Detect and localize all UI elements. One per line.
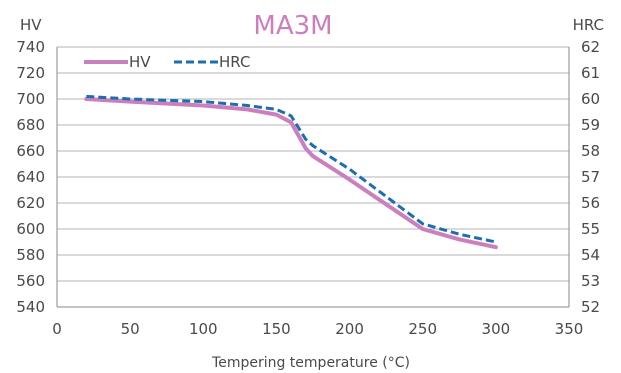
legend-label-hv: HV (129, 53, 151, 71)
y-right-tick-label: 54 (581, 246, 600, 264)
x-axis-label: Tempering temperature (°C) (211, 355, 410, 371)
y-right-tick-label: 55 (581, 220, 600, 238)
gridlines (57, 46, 569, 308)
y-right-tick-label: 62 (581, 38, 600, 56)
x-tick-label: 150 (262, 320, 291, 338)
x-tick-label: 200 (335, 320, 364, 338)
y-right-tick-label: 60 (581, 90, 600, 108)
x-tick-label: 250 (408, 320, 437, 338)
series-line-hrc (86, 94, 497, 244)
y-left-tick-label: 560 (16, 272, 45, 290)
y-right-tick-label: 57 (581, 168, 600, 186)
x-tick-label: 300 (482, 320, 511, 338)
x-tick-label: 50 (121, 320, 140, 338)
legend-label-hrc: HRC (219, 53, 250, 71)
y-left-tick-label: 680 (16, 116, 45, 134)
y-right-tick-label: 56 (581, 194, 600, 212)
y-left-tick-label: 720 (16, 64, 45, 82)
y-left-tick-label: 640 (16, 168, 45, 186)
y-right-tick-label: 61 (581, 64, 600, 82)
x-tick-label: 0 (52, 320, 62, 338)
x-tick-label: 100 (189, 320, 218, 338)
y-left-tick-label: 620 (16, 194, 45, 212)
x-tick-label: 350 (555, 320, 584, 338)
legend: HV HRC (84, 53, 250, 71)
y-right-tick-label: 58 (581, 142, 600, 160)
y-left-tick-label: 540 (16, 298, 45, 316)
right-axis-unit: HRC (573, 16, 604, 34)
y-left-tick-label: 700 (16, 90, 45, 108)
y-left-tick-label: 660 (16, 142, 45, 160)
y-left-tick-label: 580 (16, 246, 45, 264)
y-right-tick-label: 59 (581, 116, 600, 134)
y-right-tick-label: 52 (581, 298, 600, 316)
axes: 5405605806006206406606807007207405253545… (16, 38, 600, 338)
left-axis-unit: HV (20, 16, 42, 34)
y-right-tick-label: 53 (581, 272, 600, 290)
series-lines (84, 94, 498, 250)
y-left-tick-label: 600 (16, 220, 45, 238)
series-line-hv (84, 97, 498, 250)
chart-title: MA3M (253, 11, 332, 41)
y-left-tick-label: 740 (16, 38, 45, 56)
